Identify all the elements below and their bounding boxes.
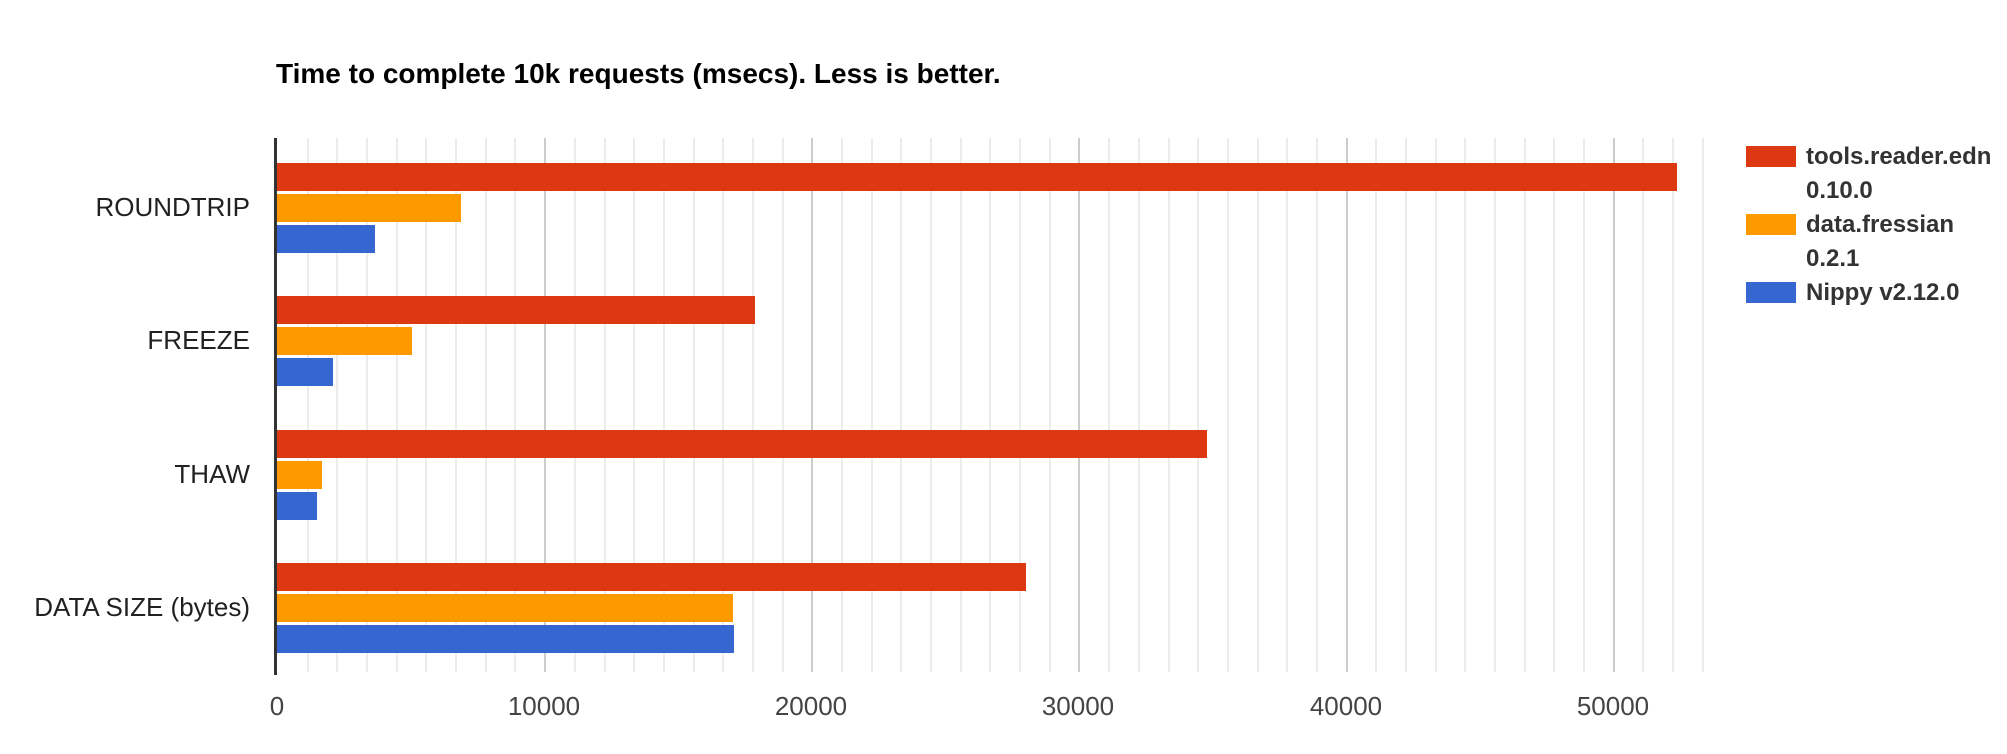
major-gridline bbox=[1078, 138, 1080, 672]
bar-thaw-nippy-v2-12-0[interactable] bbox=[277, 491, 317, 520]
major-gridline bbox=[811, 138, 813, 672]
minor-gridline bbox=[900, 138, 902, 672]
minor-gridline bbox=[1583, 138, 1585, 672]
legend-label-line: 0.10.0 bbox=[1806, 177, 1873, 204]
minor-gridline bbox=[1227, 138, 1229, 672]
minor-gridline bbox=[1405, 138, 1407, 672]
minor-gridline bbox=[307, 138, 309, 672]
minor-gridline bbox=[752, 138, 754, 672]
minor-gridline bbox=[1019, 138, 1021, 672]
minor-gridline bbox=[604, 138, 606, 672]
minor-gridline bbox=[1257, 138, 1259, 672]
category-label-freeze: FREEZE bbox=[147, 325, 250, 355]
legend-label: tools.reader.edn 0.10.0 bbox=[1806, 140, 1991, 208]
minor-gridline bbox=[1286, 138, 1288, 672]
legend-label-line: tools.reader.edn bbox=[1806, 143, 1992, 170]
legend-swatch-icon bbox=[1746, 146, 1796, 167]
bar-thaw-tools-reader-edn-0-10-0[interactable] bbox=[277, 429, 1207, 458]
minor-gridline bbox=[1197, 138, 1199, 672]
legend-label-line: 0.2.1 bbox=[1806, 245, 1860, 272]
x-axis-tick-label: 10000 bbox=[507, 691, 581, 721]
minor-gridline bbox=[871, 138, 873, 672]
minor-gridline bbox=[1642, 138, 1644, 672]
minor-gridline bbox=[1375, 138, 1377, 672]
legend-item-tools-reader-edn-0-10-0: tools.reader.edn 0.10.0 bbox=[1746, 140, 2006, 208]
minor-gridline bbox=[514, 138, 516, 672]
major-gridline bbox=[544, 138, 546, 672]
x-axis-baseline bbox=[274, 138, 277, 675]
major-gridline bbox=[1613, 138, 1615, 672]
x-axis-tick-label: 30000 bbox=[1041, 691, 1115, 721]
legend-item-nippy-v2-12-0: Nippy v2.12.0 bbox=[1746, 276, 2006, 310]
minor-gridline bbox=[1672, 138, 1674, 672]
bar-freeze-nippy-v2-12-0[interactable] bbox=[277, 358, 333, 387]
legend: tools.reader.edn 0.10.0 data.fressian 0.2.1… bbox=[1746, 140, 2006, 310]
legend-swatch-icon bbox=[1746, 282, 1796, 303]
legend-label: Nippy v2.12.0 bbox=[1806, 276, 1959, 310]
bar-roundtrip-nippy-v2-12-0[interactable] bbox=[277, 224, 375, 253]
chart-title: Time to complete 10k requests (msecs). L… bbox=[276, 58, 1001, 89]
bar-roundtrip-tools-reader-edn-0-10-0[interactable] bbox=[277, 162, 1677, 191]
minor-gridline bbox=[930, 138, 932, 672]
minor-gridline bbox=[989, 138, 991, 672]
x-axis-tick-label: 20000 bbox=[774, 691, 848, 721]
bar-data-size-bytes-nippy-v2-12-0[interactable] bbox=[277, 625, 734, 654]
minor-gridline bbox=[1108, 138, 1110, 672]
legend-label-line: Nippy v2.12.0 bbox=[1806, 279, 1960, 306]
legend-item-data-fressian-0-2-1: data.fressian 0.2.1 bbox=[1746, 208, 2006, 276]
major-gridline bbox=[1346, 138, 1348, 672]
minor-gridline bbox=[1553, 138, 1555, 672]
minor-gridline bbox=[1494, 138, 1496, 672]
minor-gridline bbox=[425, 138, 427, 672]
minor-gridline bbox=[1524, 138, 1526, 672]
legend-label: data.fressian 0.2.1 bbox=[1806, 208, 1954, 276]
minor-gridline bbox=[455, 138, 457, 672]
x-axis-tick-label: 0 bbox=[269, 691, 285, 721]
plot-area bbox=[274, 138, 1733, 675]
minor-gridline bbox=[782, 138, 784, 672]
bar-data-size-bytes-tools-reader-edn-0-10-0[interactable] bbox=[277, 563, 1026, 592]
bar-freeze-tools-reader-edn-0-10-0[interactable] bbox=[277, 296, 755, 325]
minor-gridline bbox=[722, 138, 724, 672]
minor-gridline bbox=[1702, 138, 1704, 672]
bar-thaw-data-fressian-0-2-1[interactable] bbox=[277, 460, 322, 489]
minor-gridline bbox=[1464, 138, 1466, 672]
minor-gridline bbox=[1316, 138, 1318, 672]
minor-gridline bbox=[960, 138, 962, 672]
minor-gridline bbox=[1435, 138, 1437, 672]
legend-swatch-icon bbox=[1746, 214, 1796, 235]
bar-data-size-bytes-data-fressian-0-2-1[interactable] bbox=[277, 594, 733, 623]
category-label-roundtrip: ROUNDTRIP bbox=[95, 192, 250, 222]
minor-gridline bbox=[1168, 138, 1170, 672]
minor-gridline bbox=[574, 138, 576, 672]
minor-gridline bbox=[485, 138, 487, 672]
legend-label-line: data.fressian bbox=[1806, 211, 1955, 238]
bar-roundtrip-data-fressian-0-2-1[interactable] bbox=[277, 193, 461, 222]
category-label-data-size-bytes: DATA SIZE (bytes) bbox=[34, 592, 250, 622]
minor-gridline bbox=[1049, 138, 1051, 672]
minor-gridline bbox=[841, 138, 843, 672]
minor-gridline bbox=[663, 138, 665, 672]
minor-gridline bbox=[693, 138, 695, 672]
minor-gridline bbox=[336, 138, 338, 672]
minor-gridline bbox=[366, 138, 368, 672]
x-axis-tick-label: 50000 bbox=[1576, 691, 1650, 721]
x-axis-tick-label: 40000 bbox=[1309, 691, 1383, 721]
category-label-thaw: THAW bbox=[174, 459, 250, 489]
minor-gridline bbox=[396, 138, 398, 672]
minor-gridline bbox=[1138, 138, 1140, 672]
minor-gridline bbox=[633, 138, 635, 672]
bar-freeze-data-fressian-0-2-1[interactable] bbox=[277, 327, 412, 356]
